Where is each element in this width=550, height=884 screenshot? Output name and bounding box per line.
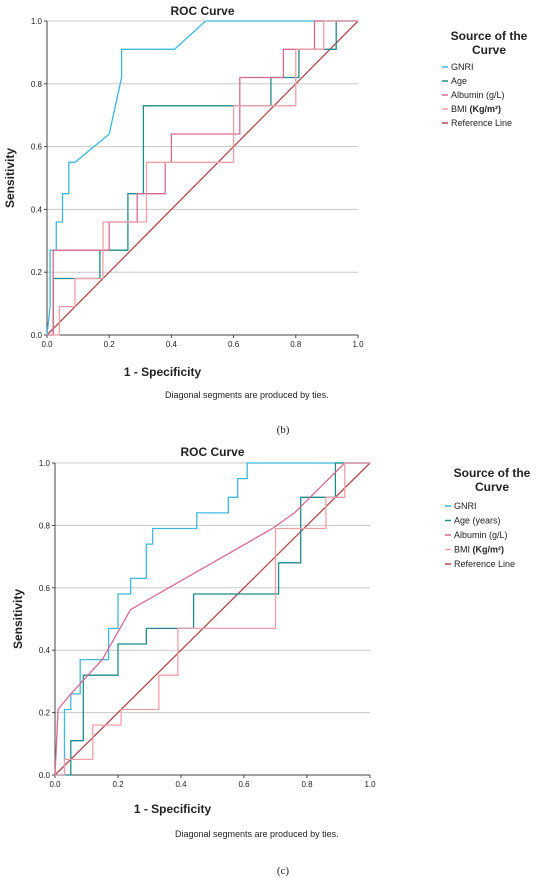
chart1-series-age-years-line [55,462,370,776]
chart0-y-tick-label: 1.0 [31,17,43,26]
chart1-y-tick-label: 0.4 [39,646,51,655]
chart0-footnote: Diagonal segments are produced by ties. [165,390,329,400]
chart1-title: ROC Curve [180,445,244,459]
chart0-legend-label: Age [451,76,467,86]
chart1-y-tick-label: 0.8 [39,521,51,530]
chart1-series-gnri-line [55,462,370,776]
chart1-y-axis-title: Sensitivity [11,589,25,649]
chart0-x-tick-label: 1.0 [352,340,364,349]
chart0-title: ROC Curve [170,4,234,18]
chart0-y-tick-label: 0.6 [31,143,43,152]
chart1-legend-label: Age (years) [454,516,501,526]
chart1-x-tick-label: 1.0 [364,780,376,789]
chart0-y-tick-label: 0.2 [31,268,43,277]
chart1-y-tick-label: 0.6 [39,584,51,593]
chart1-legend-title-line2: Curve [475,480,509,494]
chart0-legend-label: GNRI [451,62,474,72]
chart1-y-tick-label: 0.2 [39,709,51,718]
chart1-series-albumin-g-l-line [54,462,370,776]
chart0-x-axis-title: 1 - Specificity [124,365,202,379]
chart1-x-tick-label: 0.0 [49,780,61,789]
chart1-legend-label: BMI (Kg/m²) [454,545,504,555]
chart1-legend-label: Reference Line [454,559,515,569]
chart0-x-tick-label: 0.8 [290,340,302,349]
chart1-y-tick-label: 0.0 [39,771,51,780]
chart0-series-reference-line-line [46,20,359,336]
chart0-legend-label: BMI (Kg/m²) [451,104,501,114]
chart0-y-axis-title: Sensitivity [3,148,17,208]
chart1-series-bmi-line [55,462,370,776]
chart1-x-axis-title: 1 - Specificity [134,802,212,816]
chart0-series-bmi-line [47,20,358,336]
chart1-legend-label: GNRI [454,501,477,511]
chart0-legend-label: Reference Line [451,118,512,128]
chart1-x-tick-label: 0.2 [112,780,124,789]
chart1-y-tick-label: 1.0 [39,459,51,468]
chart1-footnote: Diagonal segments are produced by ties. [175,829,339,839]
chart1-x-tick-label: 0.8 [301,780,313,789]
chart0-panel-label: (b) [277,424,290,436]
chart1-legend-title-line1: Source of the [454,466,531,480]
chart0-y-tick-label: 0.8 [31,80,43,89]
chart0-legend-title-line2: Curve [472,43,506,57]
chart0-x-tick-label: 0.6 [228,340,240,349]
chart0-legend-label: Albumin (g/L) [451,90,505,100]
chart0-y-tick-label: 0.4 [31,205,43,214]
chart1-series-reference-line-line [54,462,371,776]
chart1-legend-label: Albumin (g/L) [454,530,508,540]
chart0-x-tick-label: 0.0 [41,340,53,349]
chart0-x-tick-label: 0.4 [166,340,178,349]
chart1-x-tick-label: 0.4 [175,780,187,789]
chart1-x-tick-label: 0.6 [238,780,250,789]
chart0-y-tick-label: 0.0 [31,331,43,340]
chart0-x-tick-label: 0.2 [104,340,116,349]
chart1-panel-label: (c) [277,865,290,877]
chart0-legend-title-line1: Source of the [451,29,528,43]
